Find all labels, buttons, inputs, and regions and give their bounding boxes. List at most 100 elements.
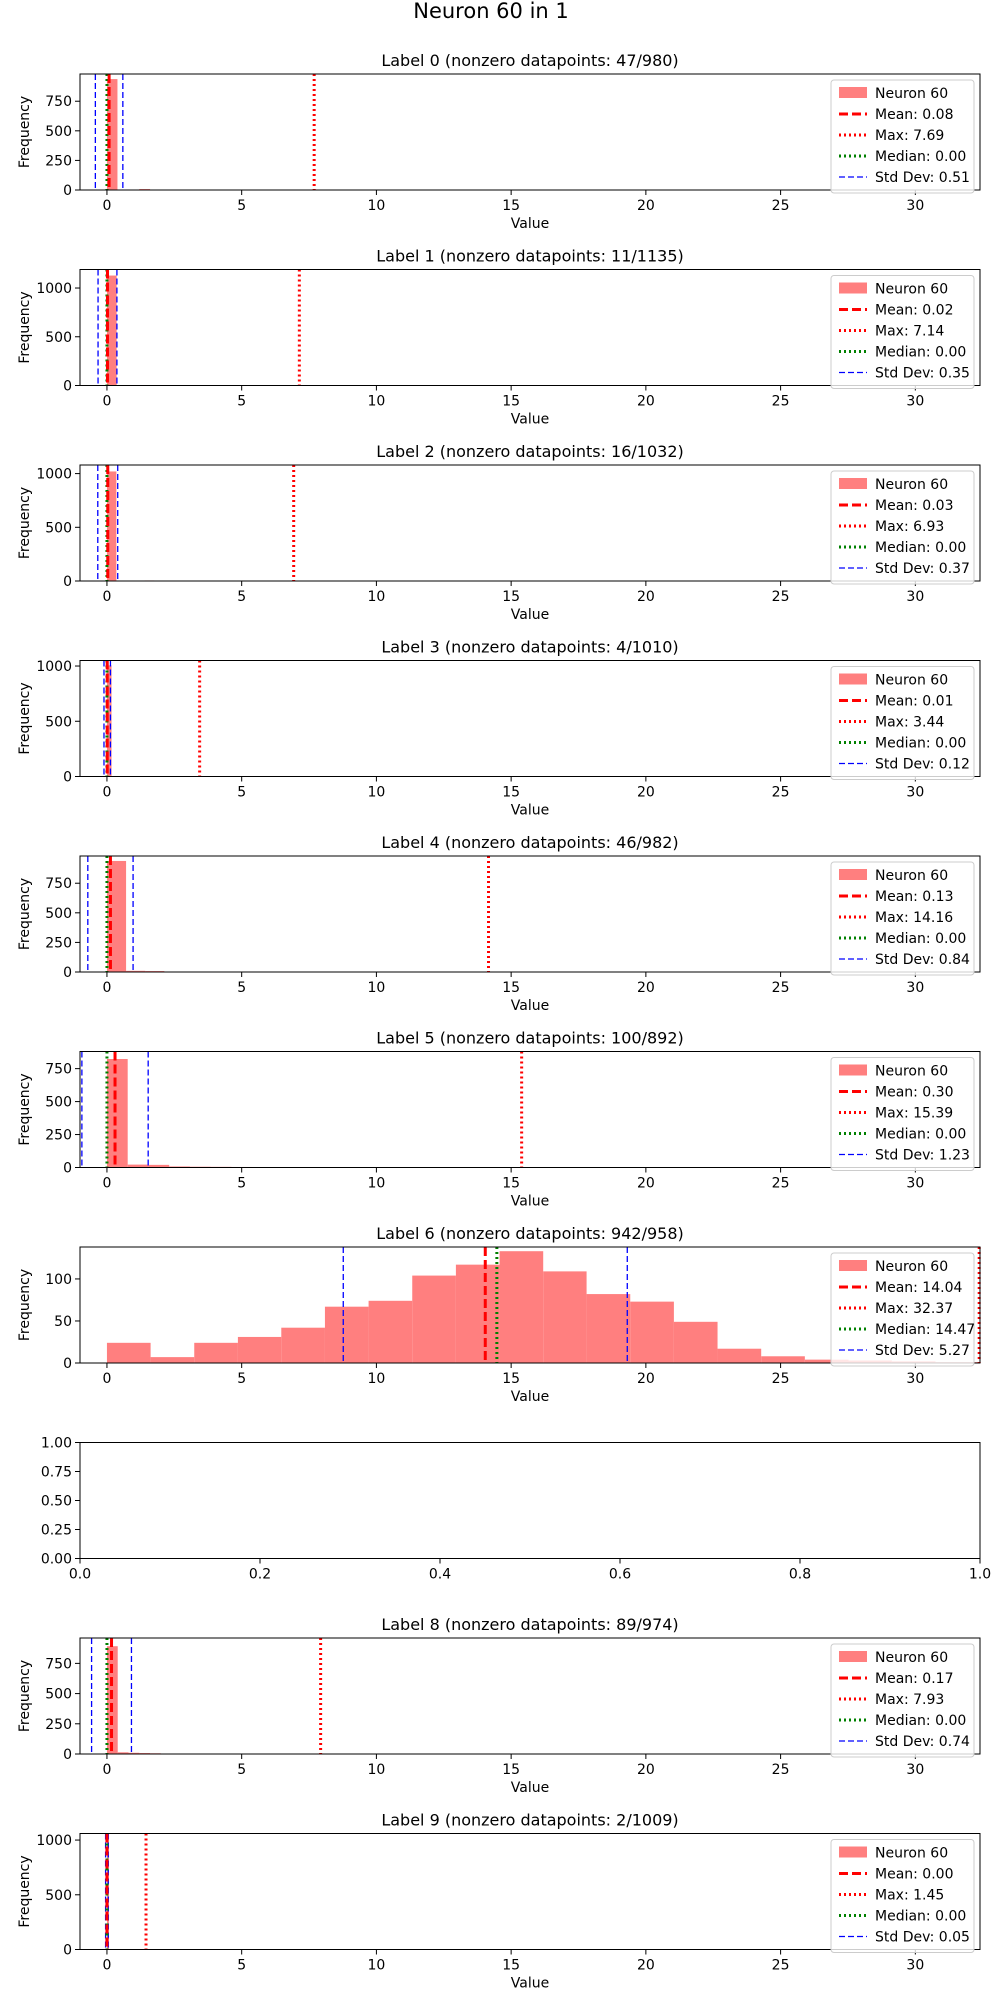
y-tick-label: 750: [45, 876, 72, 892]
subplot-title: Label 1 (nonzero datapoints: 11/1135): [376, 247, 684, 266]
y-tick-label: 1000: [36, 659, 72, 675]
x-axis-label: Value: [511, 803, 549, 819]
y-axis-label: Frequency: [17, 96, 33, 168]
x-tick-label: 0: [102, 589, 111, 605]
x-tick-label: 10: [367, 394, 385, 410]
axes-frame: [79, 660, 981, 777]
legend-label: Neuron 60: [875, 86, 948, 102]
x-tick-label: 15: [502, 1176, 520, 1192]
y-tick-label: 750: [45, 94, 72, 110]
subplot-title: Label 4 (nonzero datapoints: 46/982): [381, 833, 678, 852]
axes-frame: [79, 1442, 981, 1559]
x-tick-label: 20: [637, 1371, 655, 1387]
axes-frame: [79, 855, 981, 973]
legend-label: Max: 32.37: [875, 1301, 953, 1317]
figure-suptitle: Neuron 60 in 1: [413, 0, 569, 23]
axes-frame: [79, 1246, 981, 1364]
histogram-bar: [368, 1300, 413, 1363]
legend-swatch-neuron: [839, 869, 867, 880]
x-tick-label: 20: [637, 198, 655, 214]
x-tick-label: 15: [502, 589, 520, 605]
subplot-3: 0 5 10 15 20 25 30 0 500 1000 Label 3 (nonzero dat…: [17, 638, 981, 819]
y-tick-label: 1000: [36, 1833, 72, 1849]
legend-box: [830, 470, 975, 585]
x-tick-label: 0.6: [609, 1567, 631, 1583]
axes-frame: [79, 1637, 981, 1755]
x-tick-label: 20: [637, 1958, 655, 1974]
legend-label: Median: 0.00: [875, 931, 966, 947]
x-tick-label: 20: [637, 1176, 655, 1192]
legend: Neuron 60 Mean: 0.30 Max: 15.39 Median: 0.0…: [830, 1057, 975, 1171]
legend-label: Median: 0.00: [875, 736, 966, 752]
legend-label: Std Dev: 1.23: [875, 1148, 970, 1164]
x-tick-label: 25: [772, 1762, 790, 1778]
legend-label: Neuron 60: [875, 1650, 948, 1666]
legend-label: Mean: 14.04: [875, 1280, 962, 1296]
x-axis-label: Value: [511, 216, 549, 232]
histogram-bar: [499, 1251, 544, 1363]
x-tick-label: 30: [906, 1371, 924, 1387]
y-axis-label: Frequency: [17, 291, 33, 363]
subplot-4: 0 5 10 15 20 25 30 0 250 500 750 Label 4 (nonzero d…: [17, 833, 981, 1014]
y-axis-label: Frequency: [17, 1660, 33, 1732]
y-tick-label: 0: [63, 1747, 72, 1763]
x-tick-label: 25: [772, 1958, 790, 1974]
x-tick-label: 20: [637, 980, 655, 996]
x-tick-label: 25: [772, 785, 790, 801]
legend-swatch-neuron: [839, 1651, 867, 1662]
legend-label: Mean: 0.30: [875, 1085, 953, 1101]
x-tick-label: 0.4: [429, 1567, 451, 1583]
histogram-bar: [630, 1301, 674, 1363]
subplot-title: Label 0 (nonzero datapoints: 47/980): [381, 51, 678, 70]
x-tick-label: 15: [502, 785, 520, 801]
x-tick-label: 0.2: [249, 1567, 271, 1583]
legend-label: Max: 6.93: [875, 519, 944, 535]
legend-label: Neuron 60: [875, 1064, 948, 1080]
x-tick-label: 10: [367, 980, 385, 996]
subplot-title: Label 9 (nonzero datapoints: 2/1009): [381, 1811, 678, 1830]
legend-label: Mean: 0.13: [875, 889, 953, 905]
legend-label: Median: 0.00: [875, 345, 966, 361]
legend-swatch-neuron: [839, 282, 867, 294]
legend-label: Mean: 0.17: [875, 1671, 953, 1687]
legend-label: Neuron 60: [875, 1259, 948, 1275]
legend-label: Std Dev: 0.74: [875, 1734, 970, 1750]
x-tick-label: 0: [102, 785, 111, 801]
y-tick-label: 250: [45, 1128, 72, 1144]
legend-swatch-neuron: [839, 478, 867, 489]
x-tick-label: 20: [637, 1762, 655, 1778]
legend-label: Std Dev: 0.51: [875, 170, 970, 186]
legend-label: Neuron 60: [875, 1846, 948, 1862]
histogram-bar: [673, 1321, 718, 1363]
legend-label: Max: 7.93: [875, 1692, 944, 1708]
x-tick-label: 0: [102, 1762, 111, 1778]
y-tick-label: 500: [45, 1888, 72, 1904]
histogram-bar: [148, 1164, 170, 1168]
legend-label: Median: 0.00: [875, 540, 966, 556]
x-tick-label: 10: [367, 198, 385, 214]
legend-label: Max: 7.69: [875, 128, 944, 144]
histogram-bar: [126, 970, 146, 972]
legend-box: [830, 1252, 975, 1367]
legend: Neuron 60 Mean: 0.01 Max: 3.44 Median: 0.00…: [830, 666, 975, 780]
legend-label: Max: 3.44: [875, 715, 944, 731]
histogram-bar: [106, 275, 117, 386]
histogram-bar: [127, 1164, 149, 1168]
legend-label: Max: 14.16: [875, 910, 953, 926]
legend-label: Mean: 0.00: [875, 1867, 953, 1883]
histogram-bar: [106, 79, 118, 190]
x-tick-label: 10: [367, 1176, 385, 1192]
legend-swatch-neuron: [839, 673, 867, 685]
x-tick-label: 25: [772, 1371, 790, 1387]
subplot-title: Label 2 (nonzero datapoints: 16/1032): [376, 442, 684, 461]
y-tick-label: 500: [45, 1095, 72, 1111]
y-tick-label: 750: [45, 1656, 72, 1672]
y-tick-label: 0.50: [41, 1494, 72, 1510]
legend-label: Mean: 0.01: [875, 694, 953, 710]
axes-frame: [79, 1833, 981, 1950]
legend-label: Max: 7.14: [875, 324, 944, 340]
histogram-bar: [194, 1342, 238, 1363]
x-tick-label: 0: [102, 980, 111, 996]
